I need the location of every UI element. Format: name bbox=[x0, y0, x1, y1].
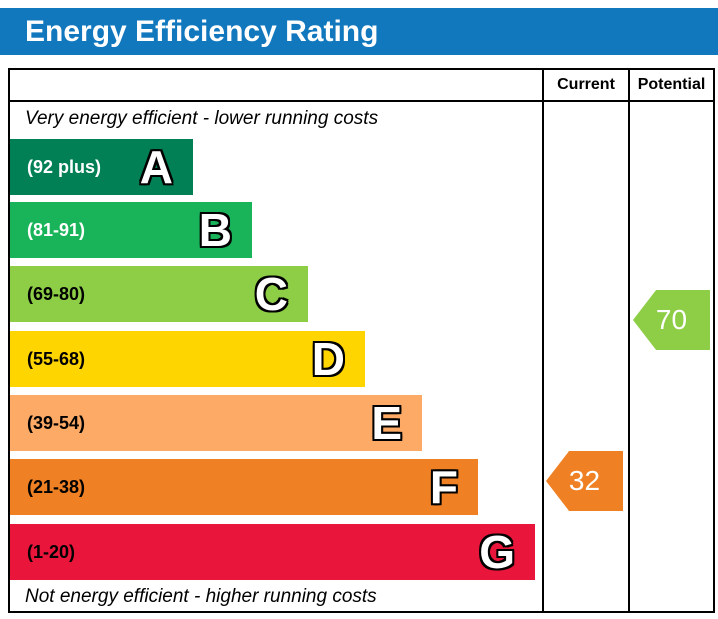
band-letter: F bbox=[429, 461, 458, 513]
band-bar: (21-38) F bbox=[10, 459, 478, 515]
band-bar: (69-80) C bbox=[10, 266, 308, 322]
potential-column-header: Potential bbox=[637, 76, 706, 93]
bottom-note: Not energy efficient - higher running co… bbox=[25, 586, 377, 607]
band-range-label: (81-91) bbox=[27, 219, 86, 240]
current-rating-arrow: 32 bbox=[546, 451, 623, 511]
top-note: Very energy efficient - lower running co… bbox=[25, 108, 379, 129]
current-rating-value: 32 bbox=[568, 465, 601, 496]
potential-rating-value: 70 bbox=[655, 304, 688, 335]
potential-rating-arrow: 70 bbox=[633, 290, 710, 350]
band-range-label: (92 plus) bbox=[27, 156, 102, 177]
column-divider-potential bbox=[628, 70, 630, 611]
rating-table: Current Potential Very energy efficient … bbox=[8, 68, 715, 613]
column-divider-current bbox=[542, 70, 544, 611]
band-range-label: (1-20) bbox=[27, 541, 76, 562]
band-range-label: (55-68) bbox=[27, 348, 86, 369]
band-range-label: (69-80) bbox=[27, 283, 86, 304]
title-bar: Energy Efficiency Rating bbox=[0, 8, 718, 55]
band-range-label: (39-54) bbox=[27, 412, 86, 433]
band-bar: (55-68) D bbox=[10, 331, 365, 387]
band-bar: (81-91) B bbox=[10, 202, 252, 258]
band-letter: E bbox=[371, 397, 402, 449]
band-letter: B bbox=[198, 204, 232, 256]
band-letter: A bbox=[139, 141, 173, 193]
page-title: Energy Efficiency Rating bbox=[25, 14, 379, 48]
band-bar: (1-20) G bbox=[10, 524, 535, 580]
band-letter: G bbox=[479, 526, 515, 578]
band-bar: (39-54) E bbox=[10, 395, 422, 451]
band-letter: D bbox=[311, 333, 345, 385]
current-column-header: Current bbox=[557, 76, 615, 93]
band-range-label: (21-38) bbox=[27, 476, 86, 497]
header-row-divider bbox=[10, 100, 713, 102]
band-letter: C bbox=[254, 268, 288, 320]
band-bar: (92 plus) A bbox=[10, 139, 193, 195]
